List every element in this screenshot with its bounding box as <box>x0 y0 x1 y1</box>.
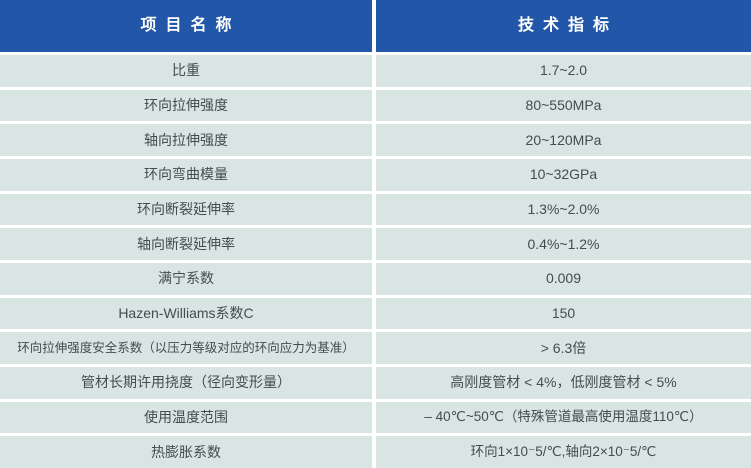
row-name-specific-gravity: 比重 <box>0 55 372 87</box>
row-value-service-temperature-range: – 40℃~50℃（特殊管道最高使用温度110℃） <box>376 401 751 434</box>
row-name-hoop-bending-modulus: 环向弯曲模量 <box>0 158 372 191</box>
row-value-hoop-elongation-at-break: 1.3%~2.0% <box>376 193 751 226</box>
row-name-axial-tensile-strength: 轴向拉伸强度 <box>0 124 372 156</box>
row-name-axial-elongation-at-break: 轴向断裂延伸率 <box>0 228 372 260</box>
row-name-hoop-tensile-strength: 环向拉伸强度 <box>0 89 372 122</box>
row-name-long-term-allowable-deflection: 管材长期许用挠度（径向变形量） <box>0 366 372 399</box>
row-name-manning-coefficient: 满宁系数 <box>0 262 372 295</box>
row-value-hoop-tensile-strength: 80~550MPa <box>376 89 751 122</box>
row-value-hazen-williams-coefficient: 150 <box>376 297 751 330</box>
row-name-hazen-williams-coefficient: Hazen-Williams系数C <box>0 297 372 330</box>
row-value-long-term-allowable-deflection: 高刚度管材 < 4%，低刚度管材 < 5% <box>376 366 751 399</box>
row-value-axial-elongation-at-break: 0.4%~1.2% <box>376 228 751 260</box>
row-name-hoop-elongation-at-break: 环向断裂延伸率 <box>0 193 372 226</box>
row-value-hoop-strength-safety-factor: > 6.3倍 <box>376 332 751 364</box>
row-name-hoop-strength-safety-factor: 环向拉伸强度安全系数（以压力等级对应的环向应力为基准） <box>0 332 372 364</box>
column-header-item-name: 项目名称 <box>0 0 372 52</box>
row-value-manning-coefficient: 0.009 <box>376 262 751 295</box>
row-value-specific-gravity: 1.7~2.0 <box>376 55 751 87</box>
row-value-thermal-expansion-coefficient: 环向1×10⁻5/℃,轴向2×10⁻5/℃ <box>376 436 751 468</box>
row-name-service-temperature-range: 使用温度范围 <box>0 401 372 434</box>
row-value-hoop-bending-modulus: 10~32GPa <box>376 158 751 191</box>
column-header-tech-spec: 技术指标 <box>376 0 751 52</box>
row-value-axial-tensile-strength: 20~120MPa <box>376 124 751 156</box>
row-name-thermal-expansion-coefficient: 热膨胀系数 <box>0 436 372 468</box>
